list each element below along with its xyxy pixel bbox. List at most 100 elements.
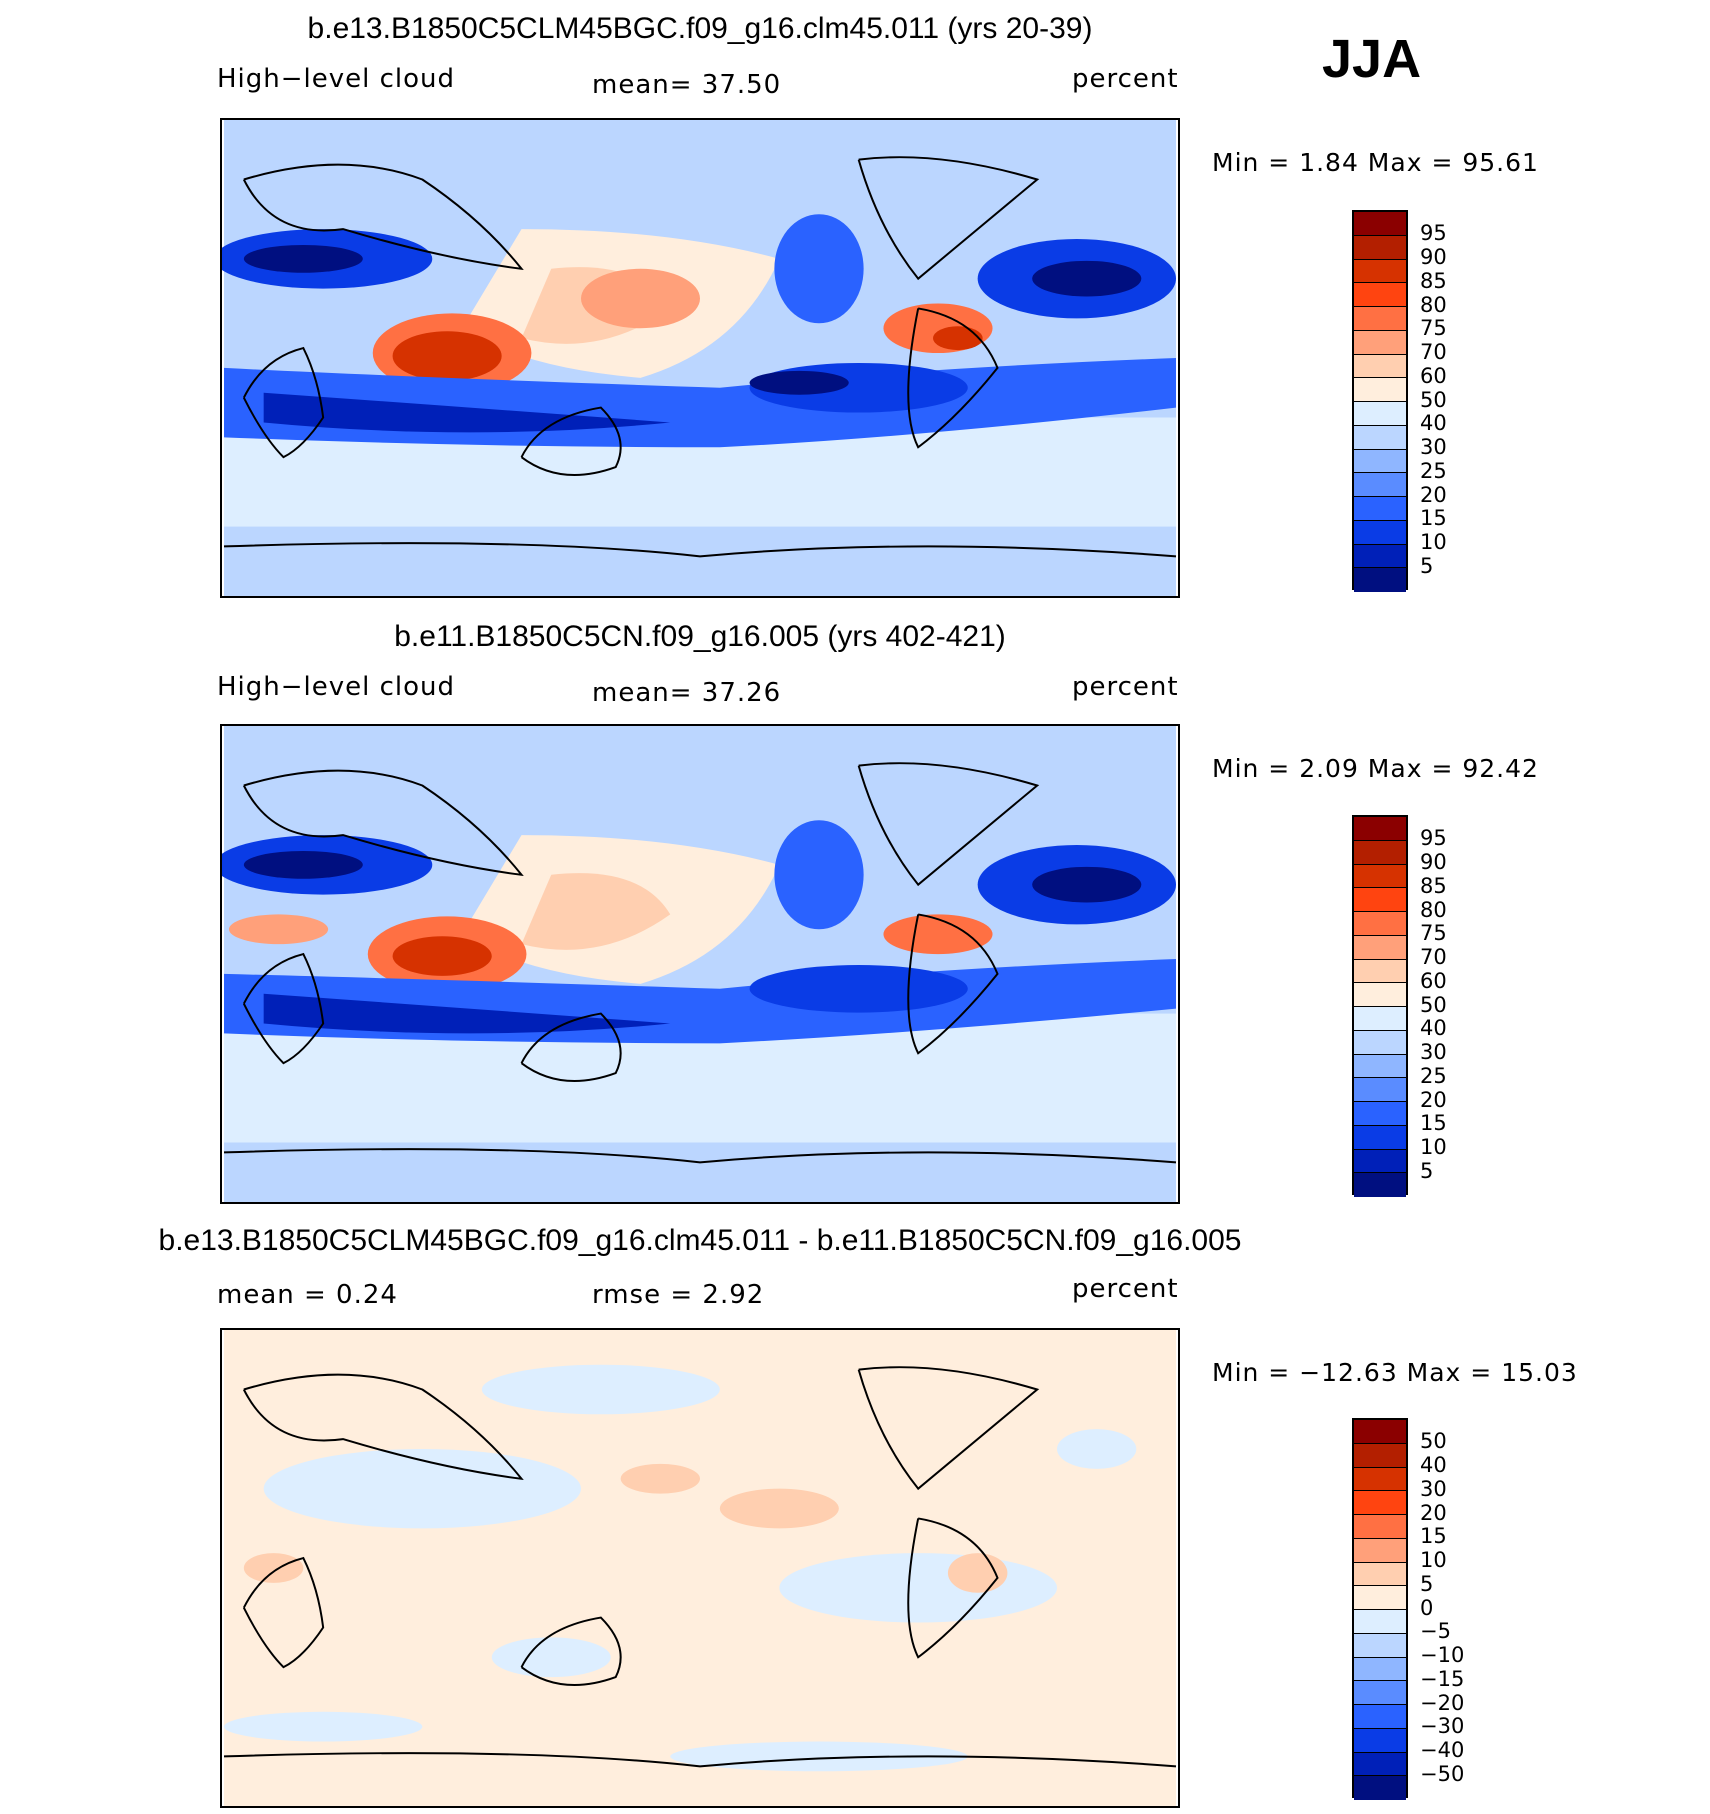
colorbar-swatch xyxy=(1354,1078,1406,1102)
panel-2-map xyxy=(220,724,1180,1204)
colorbar-tick-label: 85 xyxy=(1420,874,1447,898)
colorbar-swatch xyxy=(1354,935,1406,960)
panel-3-minmax: Min = −12.63 Max = 15.03 xyxy=(1212,1358,1578,1387)
colorbar-tick-label: 85 xyxy=(1420,269,1447,293)
colorbar-swatch xyxy=(1354,473,1406,497)
colorbar-swatch xyxy=(1354,1443,1406,1468)
colorbar-tick-label: 80 xyxy=(1420,293,1447,317)
colorbar-swatch xyxy=(1354,1125,1406,1150)
colorbar-swatch xyxy=(1354,840,1406,865)
colorbar-swatch xyxy=(1354,307,1406,331)
colorbar-tick-label: 5 xyxy=(1420,1572,1434,1596)
colorbar-swatch xyxy=(1354,817,1406,841)
panel-1-map xyxy=(220,118,1180,598)
panel-1-title: b.e13.B1850C5CLM45BGC.f09_g16.clm45.011 … xyxy=(307,12,1093,45)
colorbar-tick-label: 40 xyxy=(1420,1016,1447,1040)
colorbar-swatch xyxy=(1354,1515,1406,1539)
colorbar-swatch xyxy=(1354,1728,1406,1753)
panel-1-variable-label: High−level cloud xyxy=(217,64,456,94)
panel-2-variable-label: High−level cloud xyxy=(217,672,456,702)
colorbar-swatch xyxy=(1354,497,1406,521)
colorbar-tick-label: 20 xyxy=(1420,483,1447,507)
panel-2-title: b.e11.B1850C5CN.f09_g16.005 (yrs 402-421… xyxy=(394,620,1006,653)
colorbar-swatch xyxy=(1354,544,1406,569)
colorbar-swatch xyxy=(1354,864,1406,889)
colorbar-swatch xyxy=(1354,983,1406,1007)
panel-1-minmax: Min = 1.84 Max = 95.61 xyxy=(1212,148,1539,177)
panel-3-map xyxy=(220,1328,1180,1808)
colorbar-swatch xyxy=(1354,1776,1406,1800)
colorbar-tick-label: 5 xyxy=(1420,554,1434,578)
colorbar-tick-label: −40 xyxy=(1420,1738,1465,1762)
colorbar-swatch xyxy=(1354,1562,1406,1587)
colorbar-tick-label: 5 xyxy=(1420,1159,1434,1183)
colorbar-tick-label: 25 xyxy=(1420,1064,1447,1088)
colorbar-tick-label: 90 xyxy=(1420,850,1447,874)
colorbar-swatch xyxy=(1354,888,1406,912)
colorbar-tick-label: 30 xyxy=(1420,1040,1447,1064)
colorbar-swatch xyxy=(1354,259,1406,284)
panel-3-title: b.e13.B1850C5CLM45BGC.f09_g16.clm45.011 … xyxy=(158,1224,1242,1257)
colorbar-swatch xyxy=(1354,520,1406,545)
panel-3-rmse-label: rmse = 2.92 xyxy=(592,1280,765,1310)
colorbar-tick-label: 10 xyxy=(1420,530,1447,554)
colorbar-swatch xyxy=(1354,1030,1406,1055)
colorbar-tick-label: 50 xyxy=(1420,388,1447,412)
colorbar-swatch xyxy=(1354,1752,1406,1777)
colorbar-swatch xyxy=(1354,402,1406,426)
colorbar-tick-label: 30 xyxy=(1420,1477,1447,1501)
colorbar-swatch xyxy=(1354,1491,1406,1515)
colorbar-tick-label: 75 xyxy=(1420,921,1447,945)
colorbar-tick-label: 15 xyxy=(1420,1111,1447,1135)
colorbar-tick-label: 0 xyxy=(1420,1596,1434,1620)
colorbar-tick-label: 10 xyxy=(1420,1135,1447,1159)
colorbar-swatch xyxy=(1354,912,1406,936)
colorbar-swatch xyxy=(1354,235,1406,260)
colorbar-swatch xyxy=(1354,1657,1406,1682)
colorbar-tick-label: 80 xyxy=(1420,898,1447,922)
panel-1-units-label: percent xyxy=(1072,64,1179,94)
colorbar-tick-label: −50 xyxy=(1420,1762,1465,1786)
colorbar-swatch xyxy=(1354,1007,1406,1031)
panel-2-units-label: percent xyxy=(1072,672,1179,702)
colorbar-tick-label: 70 xyxy=(1420,945,1447,969)
colorbar-tick-label: 60 xyxy=(1420,969,1447,993)
panel-1-colorbar xyxy=(1352,210,1408,592)
colorbar-swatch xyxy=(1354,354,1406,379)
season-label: JJA xyxy=(1322,29,1422,89)
colorbar-tick-label: 25 xyxy=(1420,459,1447,483)
colorbar-swatch xyxy=(1354,378,1406,402)
colorbar-swatch xyxy=(1354,1586,1406,1610)
colorbar-tick-label: −5 xyxy=(1420,1619,1451,1643)
colorbar-tick-label: 40 xyxy=(1420,1453,1447,1477)
colorbar-swatch xyxy=(1354,1681,1406,1705)
colorbar-tick-label: 50 xyxy=(1420,1429,1447,1453)
colorbar-tick-label: 20 xyxy=(1420,1088,1447,1112)
colorbar-swatch xyxy=(1354,425,1406,450)
panel-2-colorbar xyxy=(1352,815,1408,1197)
colorbar-swatch xyxy=(1354,449,1406,474)
colorbar-swatch xyxy=(1354,1149,1406,1174)
colorbar-tick-label: 75 xyxy=(1420,316,1447,340)
colorbar-swatch xyxy=(1354,1420,1406,1444)
colorbar-tick-label: −20 xyxy=(1420,1691,1465,1715)
colorbar-tick-label: 15 xyxy=(1420,1524,1447,1548)
colorbar-tick-label: 95 xyxy=(1420,221,1447,245)
panel-3-units-label: percent xyxy=(1072,1274,1179,1304)
colorbar-tick-label: 70 xyxy=(1420,340,1447,364)
colorbar-swatch xyxy=(1354,283,1406,307)
panel-3-colorbar xyxy=(1352,1418,1408,1800)
colorbar-tick-label: 30 xyxy=(1420,435,1447,459)
colorbar-swatch xyxy=(1354,1633,1406,1658)
colorbar-tick-label: 50 xyxy=(1420,993,1447,1017)
panel-2-mean-label: mean= 37.26 xyxy=(592,678,782,708)
colorbar-swatch xyxy=(1354,568,1406,592)
colorbar-tick-label: 40 xyxy=(1420,411,1447,435)
colorbar-tick-label: 60 xyxy=(1420,364,1447,388)
panel-3-mean-label: mean = 0.24 xyxy=(217,1280,398,1310)
colorbar-tick-label: 90 xyxy=(1420,245,1447,269)
colorbar-tick-label: 95 xyxy=(1420,826,1447,850)
colorbar-swatch xyxy=(1354,212,1406,236)
colorbar-tick-label: −30 xyxy=(1420,1714,1465,1738)
panel-1-mean-label: mean= 37.50 xyxy=(592,70,782,100)
